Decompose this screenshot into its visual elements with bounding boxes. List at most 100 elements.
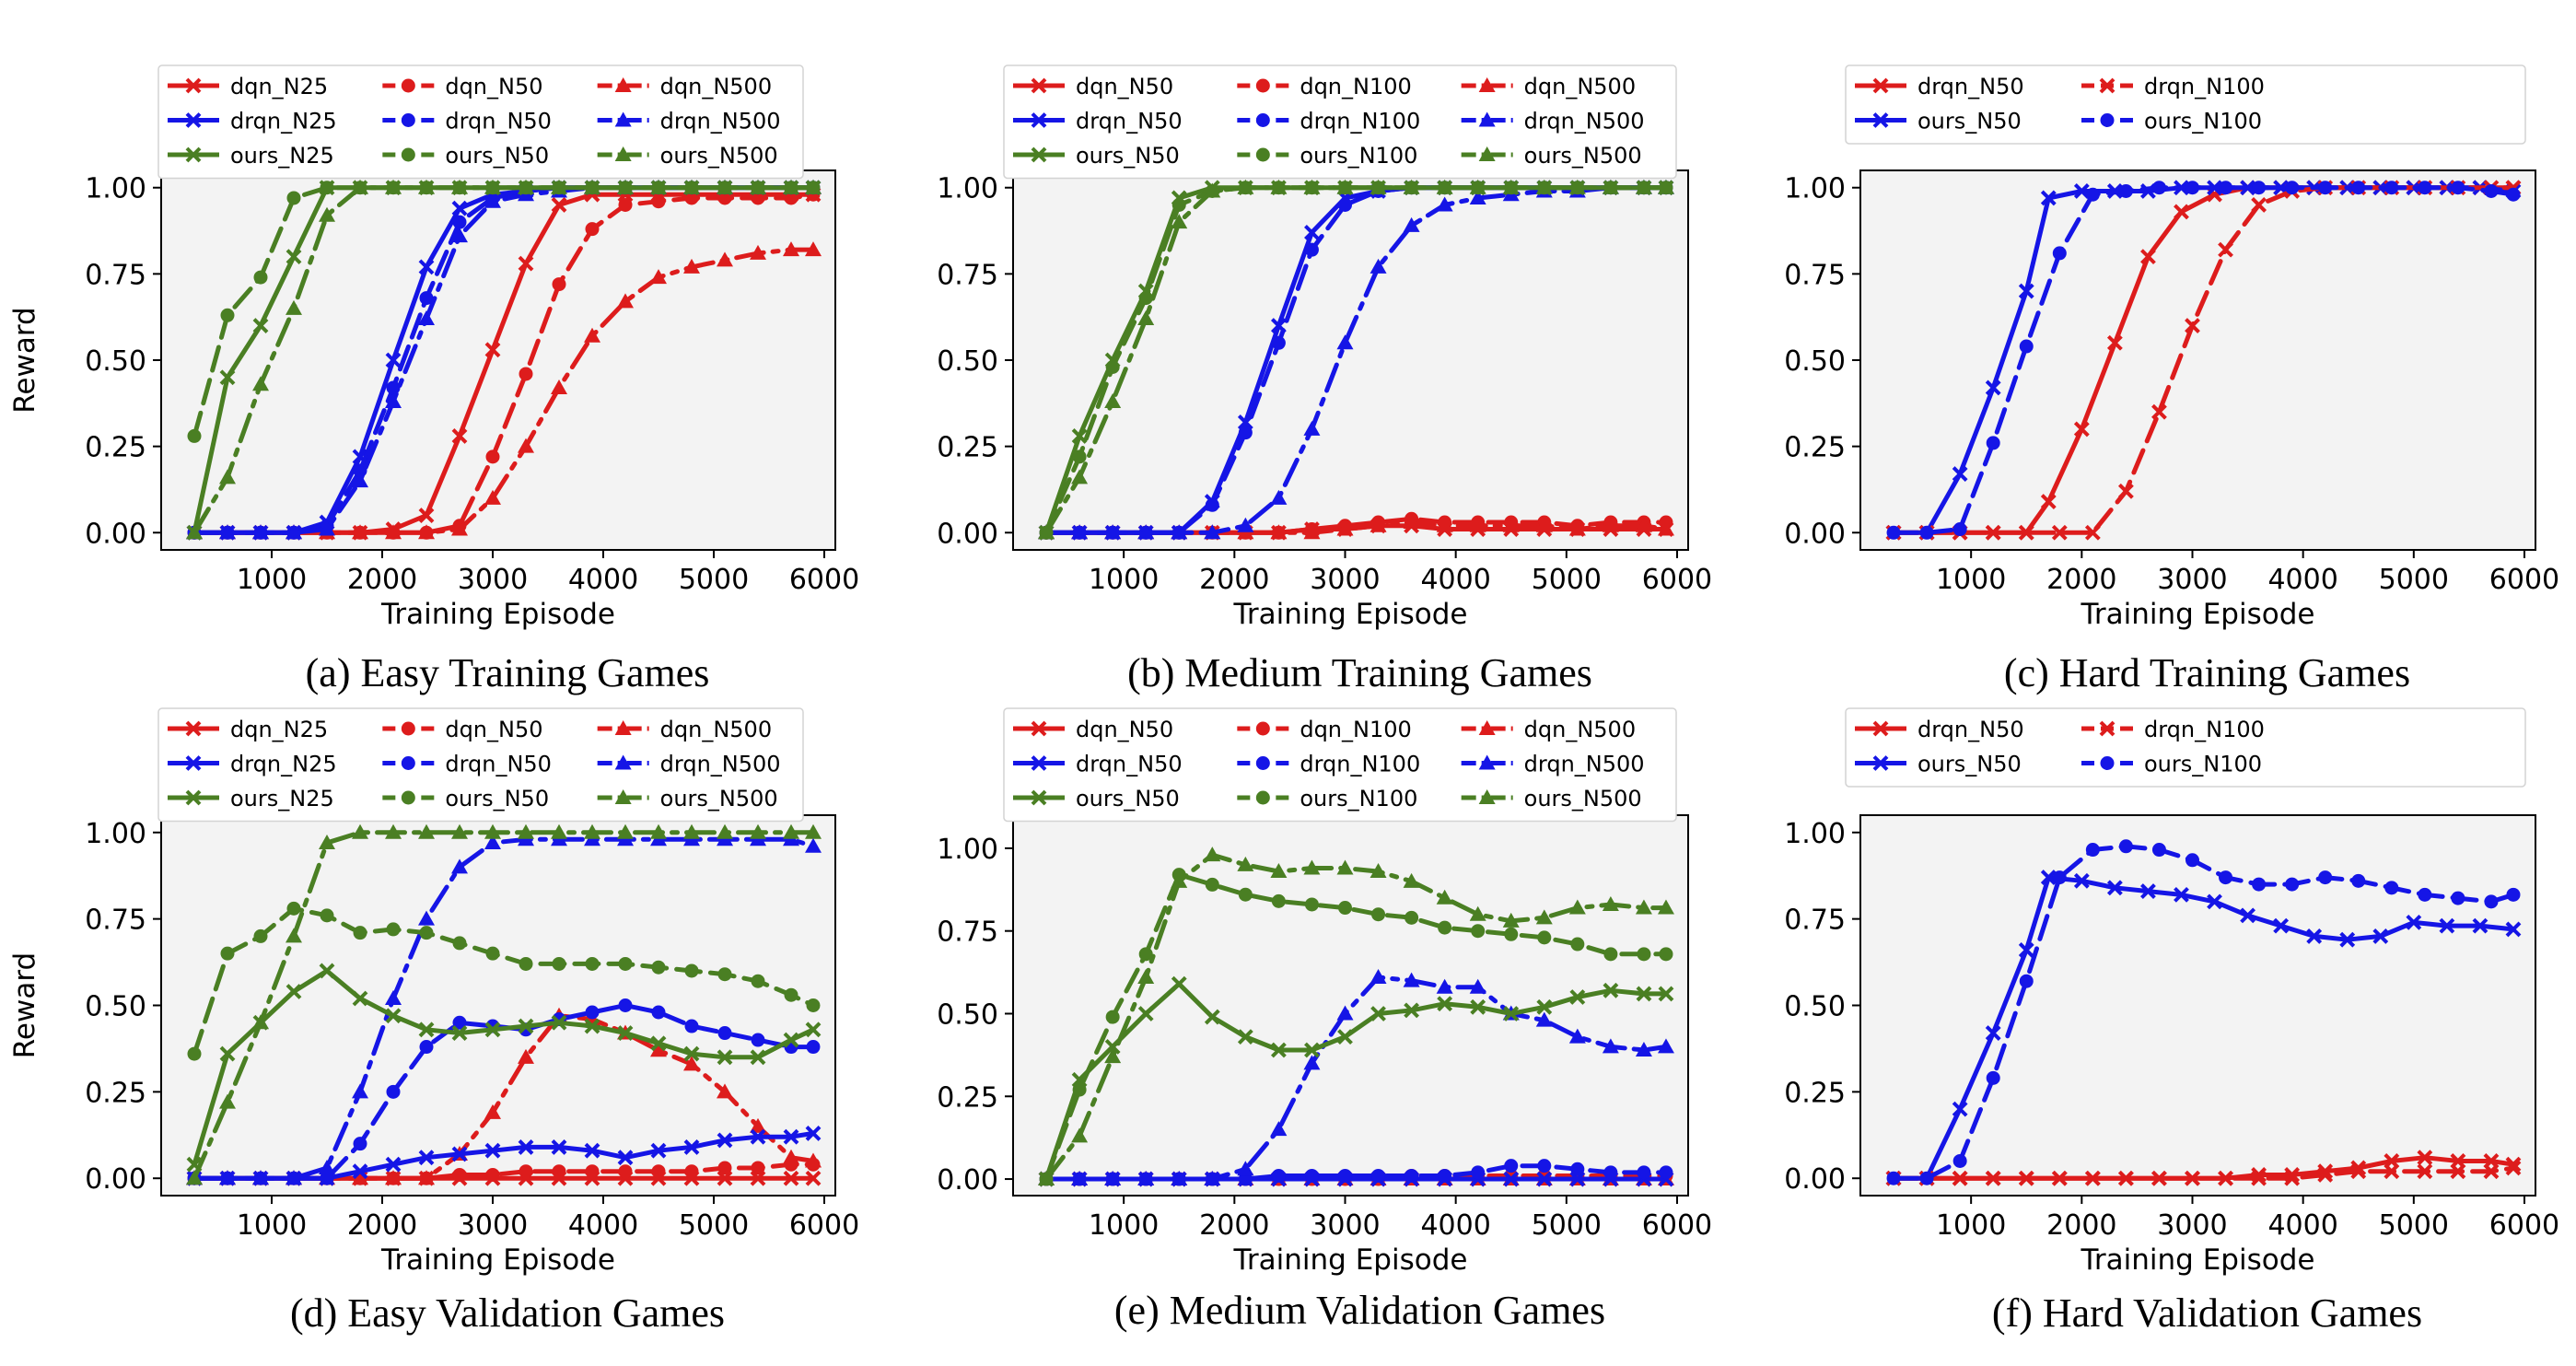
legend-label-dqn_N100: dqn_N100 [1300,717,1411,742]
data-point-drqn_N50 [751,1033,765,1047]
legend: dqn_N50 drqn_N50 ours_N50 dqn_N100 drqn_N100… [1003,707,1677,823]
legend-marker-drqn_N50 [401,756,415,770]
data-point-ours_N50 [320,908,334,923]
x-axis-label: Training Episode [1233,1243,1468,1277]
data-point-ours_N500 [1657,899,1674,915]
data-point-ours_N50 [1952,466,1968,483]
data-point-ours_N500 [484,179,501,194]
legend-label-drqn_N50: drqn_N50 [445,752,552,777]
data-point-ours_N25 [252,318,269,333]
data-point-dqn_N50 [585,222,600,237]
data-point-ours_N100 [2118,839,2133,854]
data-point-ours_N500 [1436,889,1453,905]
data-point-ours_N100 [2484,183,2499,198]
data-point-ours_N25 [418,1022,435,1038]
plot-area [1012,169,1689,551]
data-point-dqn_N500 [683,1056,700,1071]
data-point-drqn_N25 [518,1139,534,1155]
data-point-ours_N100 [2451,181,2465,195]
data-point-ours_N50 [485,946,500,961]
data-point-ours_N50 [1658,986,1674,1002]
data-point-ours_N50 [1536,998,1553,1015]
x-tick-label: 6000 [1642,1209,1712,1242]
data-point-dqn_N500 [1370,517,1387,532]
data-point-ours_N25 [805,1022,822,1038]
x-tick-label: 4000 [2267,1209,2337,1242]
series-layer [1038,846,1674,1187]
data-point-ours_N25 [683,1045,700,1062]
legend: drqn_N50 ours_N50 drqn_N100 ours_N100 [1845,707,2526,788]
y-tick-label: 0.75 [1784,259,1846,291]
data-point-ours_N50 [1603,982,1619,998]
x-tick-label: 2000 [2046,564,2116,596]
data-point-drqn_N500 [1104,524,1122,540]
x-tick-label: 6000 [789,1209,859,1242]
x-tick-label: 6000 [789,564,859,596]
data-point-ours_N500 [1336,179,1354,194]
data-point-ours_N500 [418,823,435,839]
data-point-ours_N100 [2085,187,2100,202]
data-point-drqn_N500 [1071,524,1089,540]
x-tick-label: 1000 [237,564,307,596]
data-point-drqn_N100 [2417,1163,2433,1180]
legend-label-drqn_N500: drqn_N500 [660,109,781,134]
data-point-dqn_N25 [717,1170,733,1186]
data-point-ours_N500 [717,823,733,839]
legend: dqn_N25 drqn_N25 ours_N25 dqn_N50 drqn_N50ou… [157,64,804,180]
data-point-ours_N500 [584,823,600,839]
legend-marker-dqn_N500 [614,77,632,92]
legend-marker-dqn_N500 [614,720,632,735]
data-point-ours_N50 [717,967,732,982]
data-point-ours_N500 [551,179,567,194]
x-tick-label: 6000 [2489,564,2559,596]
data-point-dqn_N50 [485,449,500,464]
data-point-ours_N25 [451,1025,468,1041]
data-point-ours_N50 [2339,931,2356,948]
data-point-drqn_N25 [650,1142,667,1159]
legend-label-ours_N50: ours_N50 [445,143,549,169]
data-point-ours_N100 [1504,927,1519,941]
data-point-drqn_N50 [2073,421,2090,438]
legend-marker-ours_N50 [1031,789,1047,806]
data-point-dqn_N500 [717,1083,733,1099]
data-point-ours_N500 [1270,179,1288,194]
y-tick-label: 0.25 [1784,1077,1846,1109]
data-point-drqn_N50 [618,998,633,1012]
data-point-dqn_N25 [418,508,435,523]
data-point-ours_N50 [419,926,434,940]
data-point-ours_N100 [2118,183,2133,198]
legend-label-dqn_N50: dqn_N50 [445,717,542,742]
data-point-drqn_N25 [451,200,468,216]
data-point-drqn_N100 [2350,1163,2367,1180]
x-tick-label: 3000 [458,1209,528,1242]
data-point-dqn_N50 [618,197,633,212]
data-point-drqn_N500 [484,193,501,208]
data-point-drqn_N50 [2140,249,2156,265]
data-point-ours_N500 [1535,179,1553,194]
data-point-drqn_N500 [1303,1055,1321,1070]
data-point-ours_N50 [1503,1006,1520,1022]
data-point-drqn_N100 [1438,1168,1452,1183]
data-point-drqn_N500 [451,228,468,243]
data-point-ours_N50 [1137,1006,1154,1022]
legend-label-ours_N500: ours_N500 [1524,143,1642,169]
data-point-ours_N50 [253,928,268,943]
legend-box [1003,707,1677,823]
data-point-dqn_N500 [1403,514,1420,530]
data-point-ours_N100 [1471,924,1486,939]
data-point-drqn_N25 [750,1128,766,1145]
data-point-dqn_N50 [485,1167,500,1182]
data-point-drqn_N100 [1337,1168,1352,1183]
legend-label-dqn_N500: dqn_N500 [660,74,772,99]
data-point-ours_N50 [1437,996,1453,1012]
data-point-ours_N100 [2151,843,2166,858]
data-point-dqn_N500 [518,1048,534,1064]
y-tick-label: 0.00 [85,1163,146,1196]
data-point-dqn_N50 [684,1164,699,1179]
data-point-ours_N500 [1038,524,1055,540]
data-point-dqn_N500 [418,524,435,540]
y-tick-label: 0.75 [85,905,146,937]
data-point-dqn_N500 [650,1042,667,1057]
data-point-drqn_N50 [386,1084,401,1099]
data-point-dqn_N500 [385,524,402,540]
